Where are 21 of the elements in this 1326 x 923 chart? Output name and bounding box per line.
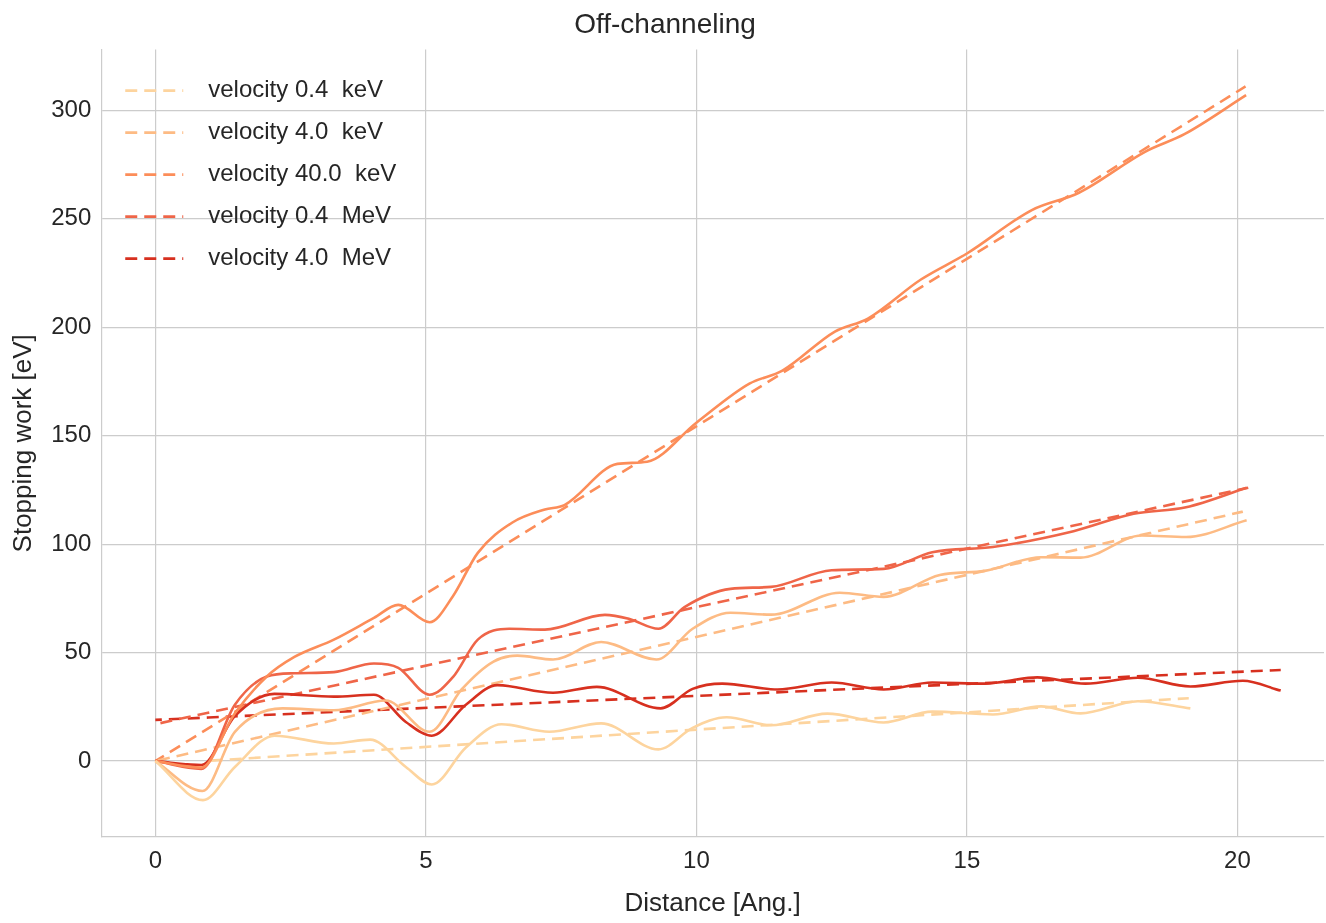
y-tick-label: 100 (51, 528, 92, 556)
y-tick-label: 150 (51, 420, 92, 448)
x-tick-label: 15 (953, 846, 981, 874)
legend-label: velocity 40.0 keV (208, 159, 397, 187)
y-tick-label: 50 (64, 637, 92, 665)
y-tick-label: 250 (51, 203, 92, 231)
x-axis-title: Distance [Ang.] (624, 886, 801, 917)
line-series (154, 699, 1192, 802)
chart-title: Off-channeling (574, 7, 756, 39)
legend-label: velocity 4.0 keV (208, 117, 383, 145)
y-axis-title: Stopping work [eV] (6, 334, 37, 553)
y-tick-label: 0 (77, 745, 92, 773)
x-tick-label: 20 (1224, 846, 1251, 874)
x-tick-label: 5 (419, 846, 433, 874)
legend-label: velocity 0.4 keV (208, 75, 383, 103)
y-tick-label: 300 (51, 94, 92, 122)
y-tick-label: 200 (51, 311, 92, 339)
x-tick-label: 10 (683, 846, 710, 874)
legend-label: velocity 0.4 MeV (208, 201, 391, 229)
legend-label: velocity 4.0 MeV (208, 243, 391, 271)
x-tick-label: 0 (148, 846, 163, 874)
